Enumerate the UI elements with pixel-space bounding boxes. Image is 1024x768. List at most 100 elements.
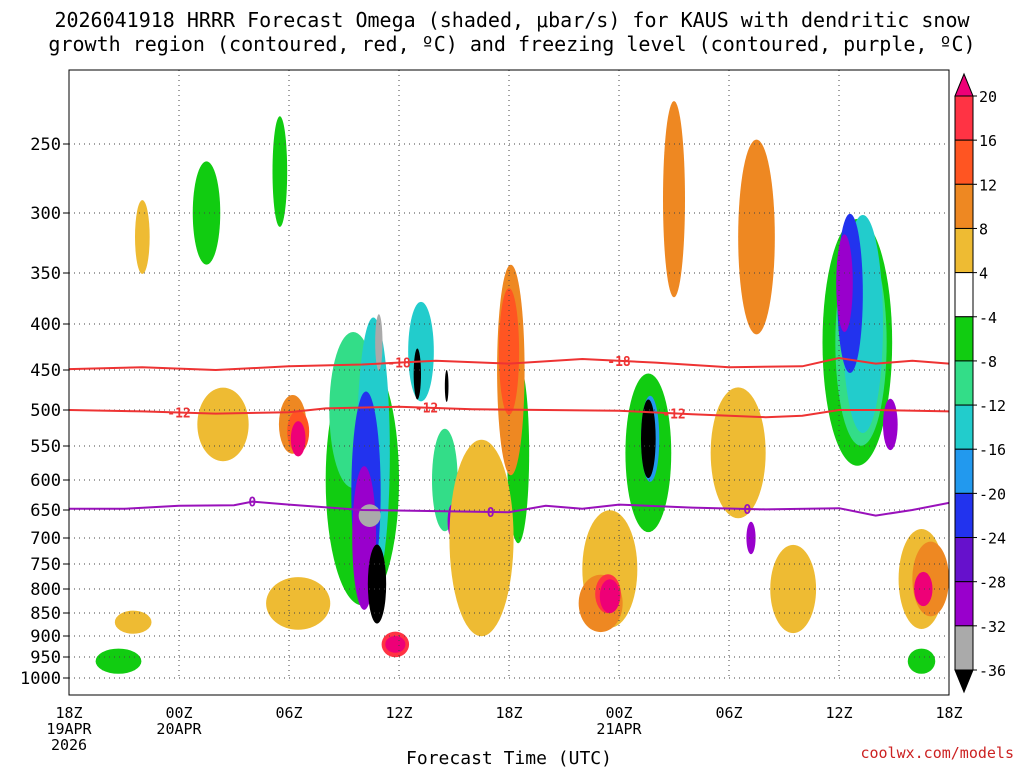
colorbar-bin-9: [954, 448, 974, 494]
contour-label-1-2: -12: [662, 407, 685, 422]
colorbar-label-5: -4: [979, 309, 997, 327]
colorbar-bin-top: [954, 72, 974, 97]
y-tick-label-950: 950: [30, 648, 61, 668]
contour-line-1: [69, 405, 949, 419]
omega-region-6: [95, 648, 142, 674]
omega-region-24: [367, 544, 387, 624]
y-tick-label-1000: 1000: [20, 669, 61, 689]
y-tick-label-750: 750: [30, 555, 61, 575]
omega-region-44: [498, 288, 520, 415]
omega-region-47: [290, 421, 306, 457]
colorbar-label-6: -8: [979, 353, 997, 371]
contour-label-0-0: -18: [387, 357, 411, 372]
colorbar-bin-bottom: [954, 669, 974, 694]
x-tick-label-6-0: 00Z: [165, 704, 192, 722]
omega-region-5: [192, 161, 221, 265]
omega-region-29: [197, 387, 249, 462]
chart-title-line-1: 2026041918 HRRR Forecast Omega (shaded, …: [54, 8, 970, 32]
omega-region-48: [385, 636, 406, 653]
omega-region-49: [599, 579, 620, 614]
omega-region-12: [408, 301, 434, 402]
omega-region-28: [135, 200, 150, 274]
x-tick-label-0-2: 2026: [51, 736, 87, 754]
colorbar-label-10: -24: [979, 530, 1006, 548]
colorbar-label-8: -16: [979, 441, 1006, 459]
colorbar-bin-4: [954, 227, 974, 274]
colorbar-label-12: -32: [979, 618, 1006, 636]
omega-region-21: [883, 398, 898, 451]
y-tick-label-850: 850: [30, 604, 61, 624]
x-tick-label-12-0: 06Z: [275, 704, 302, 722]
x-tick-label-6-1: 20APR: [156, 720, 202, 738]
x-tick-label-0-0: 18Z: [55, 704, 82, 722]
colorbar-bin-1: [954, 95, 974, 141]
colorbar-bin-10: [954, 492, 974, 539]
x-tick-label-24-0: 18Z: [495, 704, 522, 722]
chart-title-line-2: growth region (contoured, red, ºC) and f…: [48, 32, 976, 56]
y-tick-label-600: 600: [30, 471, 61, 491]
x-axis-title: Forecast Time (UTC): [406, 748, 612, 768]
y-tick-label-500: 500: [30, 401, 61, 421]
y-tick-label-400: 400: [30, 315, 61, 335]
omega-region-34: [710, 387, 766, 519]
x-tick-label-36-0: 06Z: [715, 704, 742, 722]
colorbar-bin-12: [954, 581, 974, 627]
omega-region-19: [746, 521, 756, 555]
omega-region-31: [266, 577, 331, 630]
y-tick-label-250: 250: [30, 135, 61, 155]
plot-border: [68, 69, 950, 696]
omega-region-25: [413, 348, 422, 400]
contour-line-0: [69, 356, 949, 372]
omega-region-4: [272, 116, 288, 227]
omega-region-23: [375, 314, 383, 371]
contour-line-2: [69, 500, 949, 517]
x-tick-label-0-1: 19APR: [46, 720, 92, 738]
colorbar-bin-8: [954, 404, 974, 450]
omega-region-7: [907, 648, 936, 674]
x-tick-label-18-0: 12Z: [385, 704, 412, 722]
axes: 250 300 350 400 450 500 550 600 650 700 750 800 850 9…: [20, 135, 963, 768]
colorbar-label-3: 8: [979, 220, 988, 238]
plot-frame: [68, 69, 950, 696]
colorbar-label-4: 4: [979, 265, 988, 283]
colorbar-bin-3: [954, 183, 974, 229]
x-tick-label-42-0: 12Z: [825, 704, 852, 722]
omega-region-42: [663, 101, 685, 298]
omega-region-35: [770, 544, 817, 634]
contour-label-2-0: 0: [248, 496, 256, 511]
y-tick-label-550: 550: [30, 437, 61, 457]
colorbar-bin-6: [954, 316, 974, 362]
omega-region-22: [358, 504, 381, 527]
colorbar-bin-7: [954, 360, 974, 406]
colorbar-label-13: -36: [979, 662, 1006, 680]
y-tick-label-300: 300: [30, 204, 61, 224]
omega-region-32: [449, 439, 514, 637]
contour-label-0-1: -18: [607, 355, 631, 370]
colorbar-label-9: -20: [979, 485, 1006, 503]
colorbar-bin-2: [954, 139, 974, 185]
colorbar-bin-11: [954, 537, 974, 583]
omega-region-30: [114, 610, 152, 634]
omega-region-39: [738, 139, 775, 335]
colorbar-label-0: 20: [979, 88, 997, 106]
site-credit[interactable]: coolwx.com/models: [860, 744, 1014, 762]
y-tick-label-800: 800: [30, 580, 61, 600]
colorbar-bin-5: [954, 272, 974, 318]
contour-label-1-1: -12: [415, 402, 438, 417]
omega-region-20: [836, 234, 853, 332]
y-tick-label-350: 350: [30, 264, 61, 284]
colorbar-label-1: 16: [979, 132, 997, 150]
colorbar: 20 16 12 8 4 -4 -8 -12 -16 -20 -24 -28 -32 -36: [954, 72, 1006, 694]
omega-region-50: [914, 571, 933, 607]
y-tick-label-700: 700: [30, 529, 61, 549]
colorbar-label-11: -28: [979, 574, 1006, 592]
surface-band: [69, 678, 949, 695]
contour-label-2-1: 0: [487, 506, 495, 521]
colorbar-label-7: -12: [979, 397, 1006, 415]
y-tick-label-650: 650: [30, 501, 61, 521]
x-tick-label-48-0: 18Z: [935, 704, 962, 722]
x-tick-label-30-0: 00Z: [605, 704, 632, 722]
x-tick-label-30-1: 21APR: [596, 720, 642, 738]
contour-label-1-0: -12: [167, 407, 190, 422]
